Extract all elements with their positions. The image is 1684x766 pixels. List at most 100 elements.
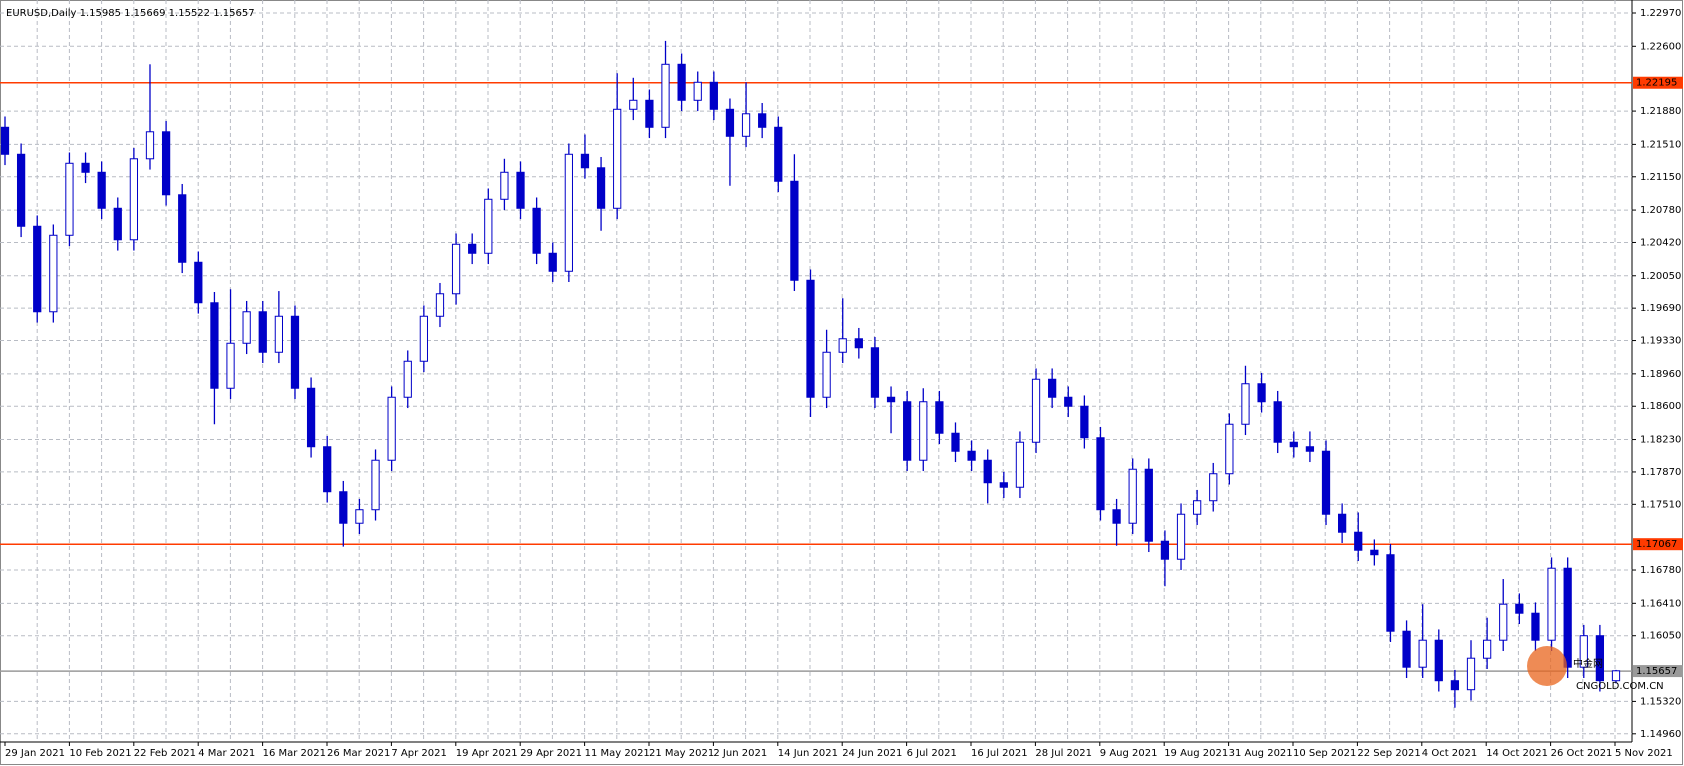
y-tick-label: 1.22600: [1640, 41, 1681, 52]
candle-body: [596, 167, 606, 209]
y-tick-label: 1.16780: [1640, 565, 1681, 576]
candle-body: [145, 131, 155, 160]
x-tick-label: 14 Jun 2021: [778, 748, 838, 759]
candle-body: [65, 162, 74, 236]
candle-body: [435, 293, 445, 317]
candle-body: [371, 459, 380, 511]
x-tick-label: 31 Aug 2021: [1229, 748, 1293, 759]
candle-body: [468, 243, 477, 254]
x-tick-label: 19 Apr 2021: [456, 748, 518, 759]
candle-body: [967, 450, 976, 461]
candle-body: [1096, 437, 1105, 511]
candle-body: [790, 180, 799, 281]
y-tick-label: 1.14960: [1640, 729, 1681, 740]
watermark-logo: [1527, 646, 1567, 686]
candle-body: [1257, 383, 1266, 403]
candle-body: [1579, 635, 1588, 668]
y-tick-label: 1.22970: [1640, 8, 1681, 19]
candle-body: [1595, 635, 1605, 682]
candle-body: [1466, 657, 1476, 691]
x-tick-label: 2 Jun 2021: [713, 748, 767, 759]
candle-body: [33, 225, 42, 313]
x-tick-label: 9 Aug 2021: [1100, 748, 1158, 759]
candle-body: [355, 509, 364, 524]
y-tick-label: 1.17870: [1640, 467, 1681, 478]
x-tick-label: 26 Mar 2021: [327, 748, 390, 759]
candle-body: [1386, 554, 1395, 632]
y-tick-label: 1.20050: [1640, 271, 1681, 282]
watermark-site: CNGOLD.COM.CN: [1576, 681, 1664, 692]
candle-body: [451, 243, 461, 295]
x-tick-label: 10 Feb 2021: [69, 748, 131, 759]
candle-body: [516, 171, 525, 209]
level-line-tag: [1633, 538, 1683, 551]
candle-body: [290, 315, 300, 389]
y-tick-label: 1.20780: [1640, 205, 1681, 216]
candle-body: [1531, 612, 1540, 641]
x-tick-label: 19 Aug 2021: [1164, 748, 1228, 759]
y-tick-label: 1.18600: [1640, 401, 1681, 412]
x-tick-label: 22 Sep 2021: [1357, 748, 1420, 759]
candle-body: [1547, 567, 1556, 641]
level-line-label: 1.17067: [1636, 539, 1677, 550]
candle-body: [1338, 513, 1347, 533]
candle-body: [274, 315, 283, 353]
candle-body: [758, 113, 767, 128]
watermark-name: 中金网: [1573, 657, 1603, 670]
candle-body: [1482, 639, 1492, 659]
candle-body: [387, 396, 396, 461]
candle-body: [548, 252, 557, 272]
level-line-tag: [1633, 76, 1683, 89]
y-tick-label: 1.18230: [1640, 435, 1681, 446]
candle-body: [113, 207, 122, 241]
x-tick-label: 16 Jul 2021: [971, 748, 1028, 759]
candle-body: [806, 279, 815, 398]
candle-body: [484, 198, 493, 254]
candle-body: [1112, 509, 1121, 524]
candle-body: [580, 153, 590, 169]
x-tick-label: 5 Nov 2021: [1615, 748, 1673, 759]
candle-body: [1450, 680, 1460, 691]
x-tick-label: 11 May 2021: [585, 748, 650, 759]
y-tick-label: 1.20420: [1640, 237, 1681, 248]
candle-body: [725, 108, 735, 137]
candle-body: [161, 131, 171, 196]
candle-body: [677, 63, 686, 101]
price-line-tag: [1633, 665, 1683, 678]
x-tick-label: 6 Jul 2021: [907, 748, 957, 759]
x-tick-label: 7 Apr 2021: [391, 748, 446, 759]
candle-body: [999, 482, 1008, 488]
candle-body: [258, 311, 267, 353]
candle-body: [886, 396, 896, 403]
y-tick-label: 1.16050: [1640, 631, 1681, 642]
x-tick-label: 16 Mar 2021: [263, 748, 326, 759]
candle-body: [1354, 531, 1363, 551]
candle-body: [242, 311, 251, 344]
candle-body: [1402, 630, 1411, 668]
candle-body: [339, 491, 348, 524]
candle-body: [194, 261, 203, 304]
candle-body: [693, 81, 702, 101]
candle-body: [1144, 468, 1153, 542]
candle-body: [306, 387, 316, 448]
candle-body: [16, 153, 26, 227]
y-tick-label: 1.19330: [1640, 336, 1681, 347]
candle-body: [1418, 639, 1427, 668]
candle-body: [1193, 500, 1202, 515]
candle-body: [661, 63, 670, 128]
y-tick-label: 1.15320: [1640, 696, 1681, 707]
candle-body: [822, 351, 831, 398]
candle-body: [1515, 603, 1524, 614]
x-tick-label: 29 Apr 2021: [520, 748, 582, 759]
candle-body: [419, 315, 428, 362]
x-tick-label: 29 Jan 2021: [5, 748, 65, 759]
candle-body: [178, 194, 187, 263]
candle-body: [1015, 441, 1025, 488]
candle-body: [403, 360, 412, 398]
x-tick-label: 28 Jul 2021: [1035, 748, 1092, 759]
candle-body: [935, 401, 944, 434]
candle-body: [210, 302, 219, 389]
